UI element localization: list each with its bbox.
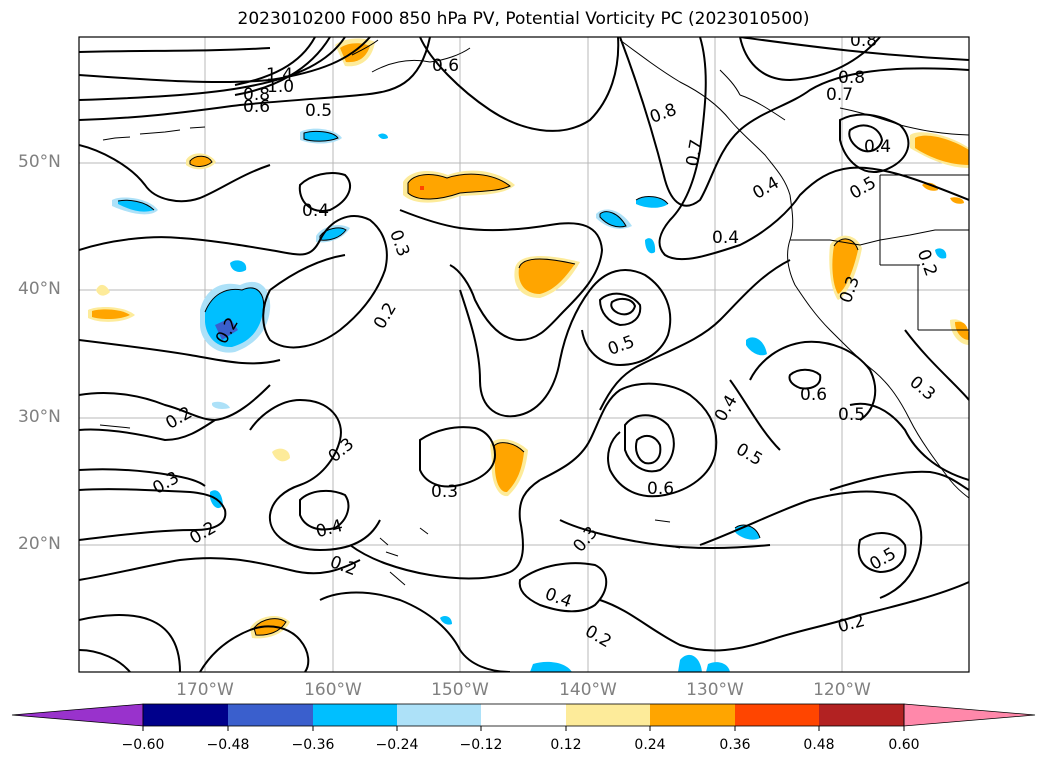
map-frame xyxy=(78,36,970,673)
lon-label-130w: 130°W xyxy=(686,680,744,700)
lat-label-20n: 20°N xyxy=(18,534,61,554)
contour-label: 1.4 xyxy=(266,65,293,85)
colorbar-bin xyxy=(735,704,819,726)
colorbar-extend-high xyxy=(903,703,1036,727)
shading-outlines xyxy=(117,130,859,636)
colorbar-tick-label: 0.36 xyxy=(719,737,751,753)
colorbar-tick-label: −0.24 xyxy=(375,737,419,753)
colorbar-tick-label: 0.24 xyxy=(634,737,666,753)
pv-contours xyxy=(79,37,969,672)
colorbar-bin xyxy=(313,704,397,726)
contour-label: 0.8 xyxy=(838,68,865,88)
lat-label-30n: 30°N xyxy=(18,407,61,427)
colorbar-tick-label: −0.12 xyxy=(459,737,503,753)
lon-label-170w: 170°W xyxy=(176,680,234,700)
lat-label-50n: 50°N xyxy=(18,152,61,172)
colorbar-bin xyxy=(566,704,650,726)
contour-label: 0.4 xyxy=(864,137,891,157)
colorbar-tick-label: 0.48 xyxy=(803,737,835,753)
contour-label: 0.6 xyxy=(243,97,270,117)
colorbar-tick-label: −0.60 xyxy=(121,737,165,753)
colorbar-tick-label: 0.60 xyxy=(888,737,920,753)
map-background xyxy=(79,37,969,672)
contour-label: 0.7 xyxy=(683,138,707,168)
contour-label: 0.3 xyxy=(431,482,458,502)
contour-label: 0.5 xyxy=(838,405,865,425)
lat-label-40n: 40°N xyxy=(18,279,61,299)
colorbar-tick-label: 0.12 xyxy=(550,737,582,753)
colorbar-tick-label: −0.48 xyxy=(206,737,250,753)
colorbar-bin xyxy=(481,704,566,726)
lon-label-140w: 140°W xyxy=(559,680,617,700)
contour-label: 0.4 xyxy=(712,228,739,248)
colorbar-extend-low xyxy=(11,703,144,727)
contour-label: 0.6 xyxy=(432,56,459,76)
map-title: 2023010200 F000 850 hPa PV, Potential Vo… xyxy=(237,9,810,29)
contour-label: 0.7 xyxy=(826,85,853,105)
lon-label-160w: 160°W xyxy=(304,680,362,700)
contour-label: 1.0 xyxy=(267,77,294,97)
colorbar-bin xyxy=(228,704,313,726)
colorbar-bin xyxy=(819,704,904,726)
contour-label: 0.8 xyxy=(850,31,877,51)
colorbar-bin xyxy=(143,704,228,726)
graticule xyxy=(79,37,969,672)
colorbar-bin xyxy=(397,704,481,726)
contour-label: 0.6 xyxy=(647,479,674,499)
lon-label-150w: 150°W xyxy=(431,680,489,700)
colorbar xyxy=(11,703,1036,731)
contour-label: 0.5 xyxy=(305,101,332,121)
contour-label: 0.4 xyxy=(302,201,329,221)
colorbar-tick-label: −0.36 xyxy=(291,737,335,753)
colorbar-bin xyxy=(650,704,735,726)
contour-label: 0.8 xyxy=(243,85,270,105)
contour-label: 0.6 xyxy=(800,385,827,405)
lon-label-120w: 120°W xyxy=(813,680,871,700)
